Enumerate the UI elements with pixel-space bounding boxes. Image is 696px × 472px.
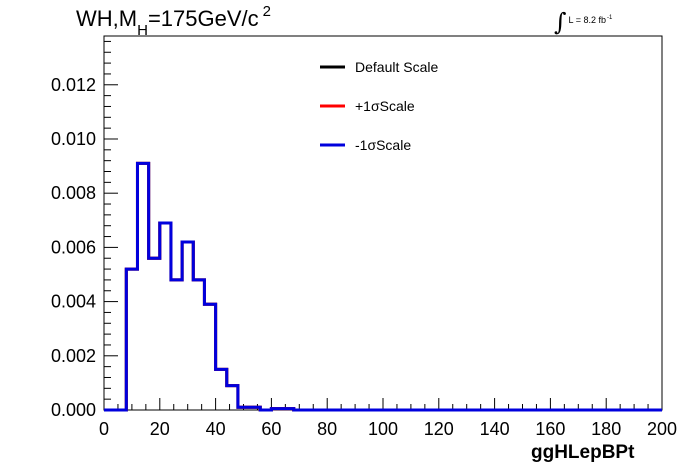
x-tick-label: 100 [368,419,398,439]
legend-entry-label: -1σScale [355,137,411,153]
luminosity-text: L = 8.2 fb [568,15,606,25]
plot-frame [103,35,663,411]
y-tick-label: 0.010 [51,129,96,149]
title-suffix: =175GeV/c [147,6,259,31]
legend-entry-label: +1σScale [355,98,415,114]
y-tick-label: 0.006 [51,237,96,257]
x-tick-label: 20 [150,419,170,439]
plot-title: WH,MH=175GeV/c 2 [76,3,271,39]
x-axis-label: ggHLepBPt [531,442,635,463]
x-tick-label: 140 [480,419,510,439]
y-tick-label: 0.002 [51,346,96,366]
y-tick-label: 0.004 [51,292,96,312]
x-tick-label: 0 [99,419,109,439]
integral-symbol: ∫ [554,8,567,36]
y-tick-label: 0.000 [51,400,96,420]
series-line-default-scale [104,161,662,412]
x-tick-label: 180 [591,419,621,439]
x-tick-label: 80 [317,419,337,439]
x-tick-label: 60 [261,419,281,439]
x-tick-label: 200 [647,419,677,439]
histogram-series [104,161,662,412]
x-tick-label: 120 [424,419,454,439]
luminosity-label: ∫ L = 8.2 fb-1 [554,8,613,36]
x-tick-label: 160 [535,419,565,439]
title-prefix: WH,M [76,6,138,31]
title-superscript: 2 [262,3,271,20]
y-tick-label: 0.012 [51,75,96,95]
legend-entry-label: Default Scale [355,59,438,75]
series-line-1-scale [104,161,662,412]
y-tick-label: 0.008 [51,183,96,203]
series-line-1-scale [104,161,662,412]
title-subscript: H [137,22,148,39]
x-tick-label: 40 [206,419,226,439]
axes: 0 20 40 60 80 100 120 140 160 180 200 0.000 0.002 0.0… [51,35,677,439]
luminosity-superscript: -1 [606,15,613,21]
legend: Default Scale +1σScale -1σScale [320,59,438,153]
